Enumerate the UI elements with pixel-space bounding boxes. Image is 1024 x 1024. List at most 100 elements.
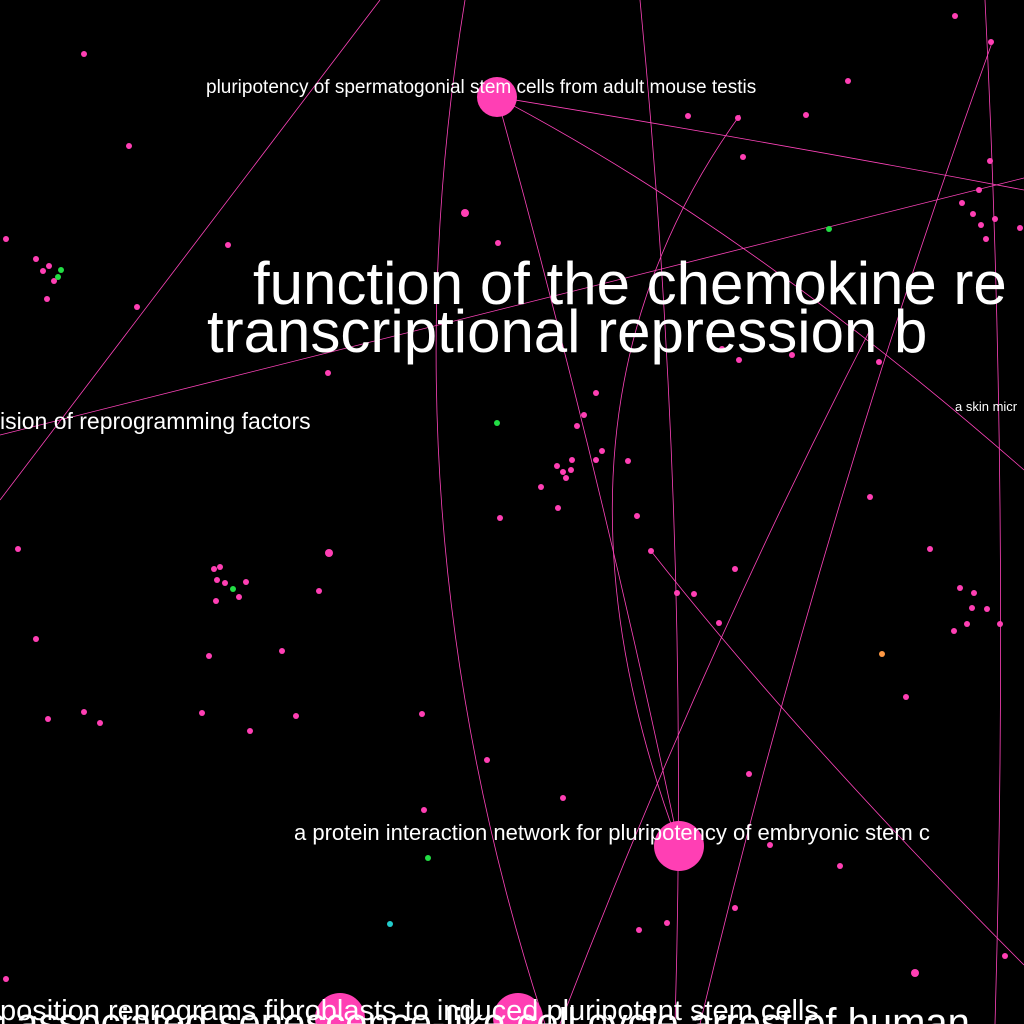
graph-node xyxy=(664,920,670,926)
graph-node xyxy=(971,590,977,596)
node-layer xyxy=(3,13,1023,1024)
graph-node xyxy=(33,256,39,262)
graph-node xyxy=(978,222,984,228)
edge xyxy=(559,329,871,1024)
graph-node xyxy=(876,359,882,365)
graph-node xyxy=(97,720,103,726)
edge xyxy=(496,96,1024,471)
graph-node xyxy=(484,757,490,763)
graph-node xyxy=(33,636,39,642)
graph-node xyxy=(199,710,205,716)
edge xyxy=(639,0,679,1024)
graph-node xyxy=(126,143,132,149)
graph-node xyxy=(740,154,746,160)
node-label-protein-interaction: a protein interaction network for plurip… xyxy=(294,820,930,845)
edge xyxy=(984,0,1002,1024)
graph-node xyxy=(421,807,427,813)
graph-node xyxy=(58,267,64,273)
graph-node xyxy=(211,566,217,572)
graph-node xyxy=(40,268,46,274)
node-label-senescence: s associated senescence-like cell cycle … xyxy=(0,1001,970,1024)
graph-node xyxy=(225,242,231,248)
graph-node xyxy=(497,515,503,521)
edge xyxy=(435,0,546,1024)
graph-node xyxy=(732,566,738,572)
graph-node xyxy=(461,209,469,217)
graph-node xyxy=(952,13,958,19)
graph-node xyxy=(691,591,697,597)
graph-node xyxy=(243,579,249,585)
graph-node xyxy=(325,370,331,376)
graph-node xyxy=(419,711,425,717)
graph-node xyxy=(206,653,212,659)
graph-node xyxy=(599,448,605,454)
graph-node xyxy=(593,457,599,463)
graph-node xyxy=(984,606,990,612)
graph-node xyxy=(236,594,242,600)
graph-node xyxy=(555,505,561,511)
graph-node xyxy=(45,716,51,722)
graph-node xyxy=(15,546,21,552)
hub-node xyxy=(493,993,543,1024)
graph-node xyxy=(230,586,236,592)
graph-node xyxy=(719,346,725,352)
node-label-transcriptional-repression: transcriptional repression b xyxy=(207,298,927,365)
graph-node xyxy=(988,39,994,45)
graph-node xyxy=(959,200,965,206)
graph-node xyxy=(957,585,963,591)
graph-node xyxy=(867,494,873,500)
graph-node xyxy=(636,927,642,933)
edge xyxy=(0,0,381,501)
graph-node xyxy=(927,546,933,552)
graph-node xyxy=(951,628,957,634)
hub-node xyxy=(654,821,704,871)
graph-node xyxy=(51,278,57,284)
graph-node xyxy=(803,112,809,118)
graph-node xyxy=(44,296,50,302)
graph-node xyxy=(903,694,909,700)
edge xyxy=(496,96,680,847)
graph-node xyxy=(569,457,575,463)
graph-node xyxy=(568,467,574,473)
graph-node xyxy=(746,771,752,777)
graph-node xyxy=(222,580,228,586)
graph-node xyxy=(316,588,322,594)
graph-node xyxy=(55,274,61,280)
graph-node xyxy=(964,621,970,627)
graph-node xyxy=(970,211,976,217)
graph-node xyxy=(494,420,500,426)
graph-node xyxy=(574,423,580,429)
graph-node xyxy=(969,605,975,611)
graph-node xyxy=(736,357,742,363)
graph-node xyxy=(560,469,566,475)
graph-node xyxy=(387,921,393,927)
graph-node xyxy=(735,115,741,121)
graph-node xyxy=(247,728,253,734)
graph-node xyxy=(214,577,220,583)
graph-node xyxy=(213,598,219,604)
node-label-skin: a skin micr xyxy=(955,399,1018,414)
graph-node xyxy=(997,621,1003,627)
graph-node xyxy=(3,976,9,982)
graph-node xyxy=(81,51,87,57)
edge xyxy=(650,550,1024,966)
graph-node xyxy=(593,390,599,396)
node-label-fibroblasts: position reprograms fibroblasts to induc… xyxy=(0,995,819,1024)
graph-node xyxy=(634,513,640,519)
node-label-spermatogonial: pluripotency of spermatogonial stem cell… xyxy=(206,77,756,98)
graph-node xyxy=(563,475,569,481)
graph-node xyxy=(992,216,998,222)
graph-node xyxy=(976,187,982,193)
graph-node xyxy=(648,548,654,554)
edge xyxy=(0,177,1024,436)
hub-node xyxy=(315,993,365,1024)
label-layer: pluripotency of spermatogonial stem cell… xyxy=(0,77,1018,1024)
graph-node xyxy=(293,713,299,719)
hub-node xyxy=(477,77,517,117)
graph-node xyxy=(560,795,566,801)
graph-node xyxy=(983,236,989,242)
graph-node xyxy=(685,113,691,119)
